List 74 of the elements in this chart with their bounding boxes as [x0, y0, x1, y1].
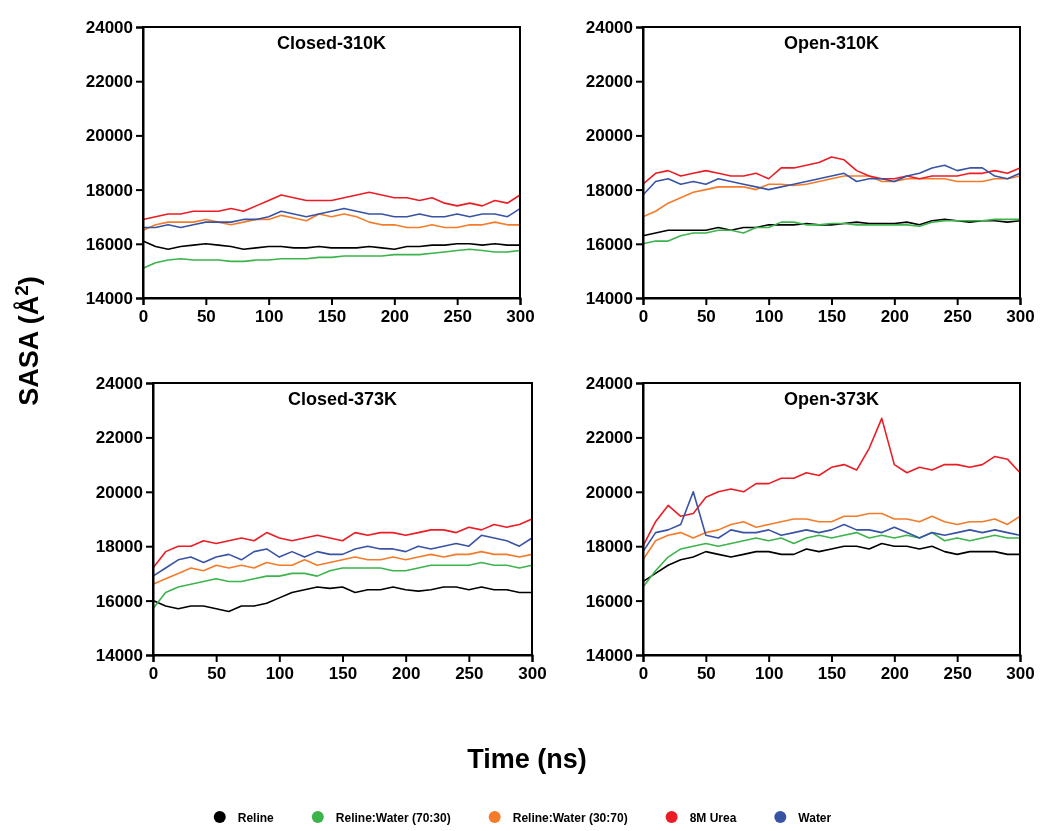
y-tick-label: 16000: [585, 591, 633, 611]
line-series: [642, 164, 1021, 196]
x-tick-label: 200: [880, 664, 910, 684]
x-tick-label: 0: [148, 664, 159, 684]
legend-label: Reline:Water (70:30): [335, 811, 451, 825]
legend-label: Water: [798, 811, 832, 825]
y-tick-label: 20000: [585, 126, 633, 146]
y-tick-label: 16000: [85, 234, 133, 254]
x-tick-label: 300: [1006, 664, 1035, 684]
x-tick-label: 150: [328, 664, 358, 684]
x-tick-label: 50: [196, 307, 216, 327]
x-tick-label: 50: [696, 307, 716, 327]
line-series: [642, 218, 1021, 245]
line-series: [142, 191, 521, 221]
y-tick-label: 14000: [95, 645, 143, 665]
x-tick-label: 100: [265, 664, 295, 684]
y-tick-label: 16000: [95, 591, 143, 611]
y-tick-label: 24000: [585, 17, 633, 37]
x-tick-label: 300: [518, 664, 547, 684]
y-tick-label: 18000: [585, 180, 633, 200]
x-tick-label: 50: [696, 664, 716, 684]
x-tick-label: 150: [317, 307, 347, 327]
line-series: [142, 213, 521, 232]
y-tick-label: 22000: [585, 428, 633, 448]
legend-label: Reline: [237, 811, 275, 825]
x-tick-label: 200: [391, 664, 421, 684]
chart-title: Open-373K: [783, 389, 880, 409]
y-tick-label: 22000: [85, 72, 133, 92]
x-tick-label: 100: [754, 307, 784, 327]
y-tick-label: 14000: [585, 288, 633, 308]
y-tick-label: 20000: [585, 482, 633, 502]
x-tick-label: 250: [943, 664, 972, 684]
x-tick-label: 150: [817, 307, 847, 327]
line-series: [142, 207, 521, 229]
line-series: [642, 175, 1021, 218]
x-tick-label: 300: [1006, 307, 1035, 327]
line-series: [152, 518, 533, 569]
x-tick-label: 250: [455, 664, 484, 684]
y-tick-label: 14000: [585, 645, 633, 665]
y-tick-label: 20000: [95, 482, 143, 502]
y-tick-label: 18000: [85, 180, 133, 200]
y-tick-label: 20000: [85, 126, 133, 146]
chart-title: Closed-373K: [287, 389, 398, 409]
y-tick-label: 14000: [85, 288, 133, 308]
x-tick-label: 100: [754, 664, 784, 684]
y-tick-label: 22000: [95, 428, 143, 448]
y-tick-label: 24000: [85, 17, 133, 37]
line-series: [142, 248, 521, 269]
x-tick-label: 150: [817, 664, 847, 684]
y-tick-label: 16000: [585, 234, 633, 254]
legend-label: Reline:Water (30:70): [512, 811, 628, 825]
line-series: [152, 534, 533, 577]
y-tick-label: 18000: [95, 537, 143, 557]
x-tick-label: 0: [138, 307, 149, 327]
x-tick-label: 250: [443, 307, 472, 327]
x-tick-label: 0: [638, 307, 649, 327]
line-series: [152, 550, 533, 586]
y-tick-label: 22000: [585, 72, 633, 92]
chart-title: Closed-310K: [276, 33, 387, 53]
x-tick-label: 200: [380, 307, 410, 327]
y-tick-label: 18000: [585, 537, 633, 557]
line-series: [642, 531, 1021, 588]
line-series: [642, 156, 1021, 185]
y-tick-label: 24000: [95, 373, 143, 393]
legend-label: 8M Urea: [689, 811, 737, 825]
x-tick-label: 0: [638, 664, 649, 684]
x-axis-title: Time (ns): [467, 744, 587, 774]
x-tick-label: 250: [943, 307, 972, 327]
x-tick-label: 200: [880, 307, 910, 327]
x-tick-label: 100: [254, 307, 284, 327]
x-tick-label: 50: [207, 664, 227, 684]
y-tick-label: 24000: [585, 373, 633, 393]
chart-title: Open-310K: [783, 33, 880, 53]
x-tick-label: 300: [506, 307, 535, 327]
